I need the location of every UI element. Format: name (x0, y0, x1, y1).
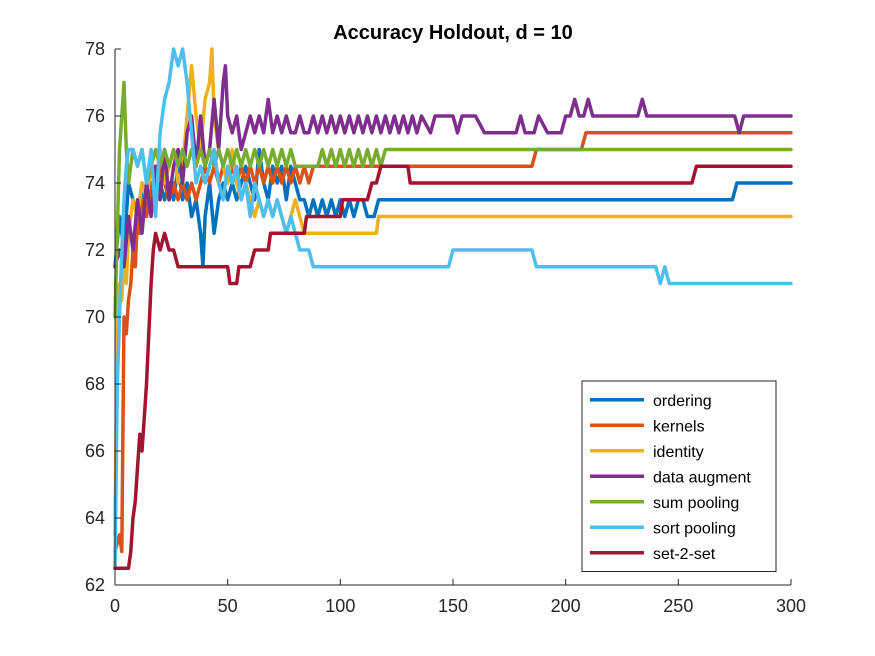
y-tick-label: 66 (85, 441, 105, 461)
legend-label-data-augment: data augment (653, 469, 751, 486)
y-tick-label: 62 (85, 575, 105, 595)
y-tick-label: 74 (85, 173, 105, 193)
legend-label-identity: identity (653, 444, 704, 461)
legend-label-sum-pooling: sum pooling (653, 495, 739, 512)
series-line-sum-pooling (113, 80, 793, 319)
series-line-data-augment (113, 64, 793, 269)
y-tick-label: 64 (85, 508, 105, 528)
y-tick-label: 72 (85, 240, 105, 260)
legend-label-kernels: kernels (653, 418, 705, 435)
legend-label-sort-pooling: sort pooling (653, 520, 736, 537)
legend-label-set-2-set: set-2-set (653, 546, 716, 563)
series-line-sort-pooling (113, 47, 793, 571)
x-tick-label: 250 (663, 596, 693, 616)
x-tick-label: 100 (325, 596, 355, 616)
chart-title: Accuracy Holdout, d = 10 (333, 22, 573, 44)
x-tick-label: 50 (218, 596, 238, 616)
series-layer (113, 47, 793, 571)
x-tick-label: 0 (110, 596, 120, 616)
y-tick-label: 70 (85, 307, 105, 327)
x-tick-label: 200 (551, 596, 581, 616)
y-tick-label: 78 (85, 39, 105, 59)
x-tick-label: 300 (776, 596, 806, 616)
axes-layer: 0 50 100 150 200 250 300 62 64 66 68 70 72 74 76 78 (85, 39, 806, 616)
legend-label-ordering: ordering (653, 393, 712, 410)
series-line-set-2-set (113, 164, 793, 571)
y-tick-label: 76 (85, 106, 105, 126)
y-tick-label: 68 (85, 374, 105, 394)
legend: ordering kernels identity data augment sum p… (581, 380, 777, 572)
x-tick-label: 150 (438, 596, 468, 616)
